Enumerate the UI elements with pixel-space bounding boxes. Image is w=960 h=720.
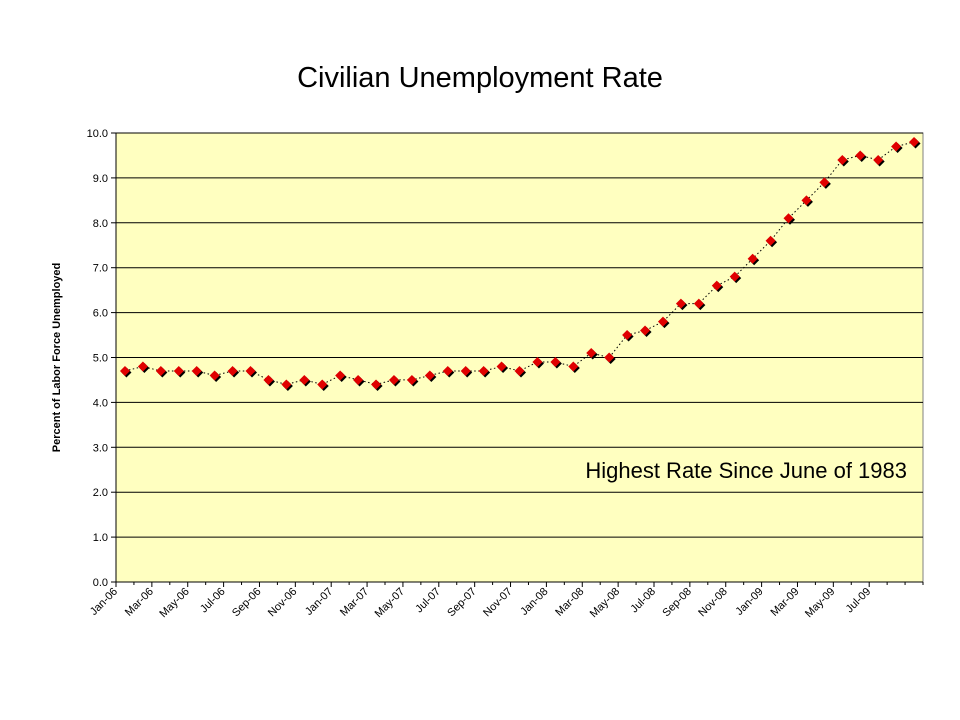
x-tick-label: Mar-07 bbox=[338, 586, 371, 619]
x-tick-label: Jul-07 bbox=[413, 586, 443, 616]
data-point bbox=[568, 361, 580, 373]
data-point bbox=[155, 365, 168, 378]
y-tick-label: 8.0 bbox=[93, 218, 108, 230]
data-point bbox=[550, 356, 562, 369]
data-point bbox=[891, 141, 903, 153]
data-point bbox=[729, 271, 742, 284]
x-tick-label: Nov-08 bbox=[696, 586, 730, 620]
y-tick-label: 0.0 bbox=[93, 577, 108, 589]
data-point bbox=[209, 370, 222, 382]
x-tick-label: May-09 bbox=[803, 586, 837, 620]
data-point bbox=[191, 365, 204, 378]
x-tick-label: Jan-08 bbox=[518, 586, 550, 618]
data-point bbox=[442, 365, 455, 378]
y-tick-label: 6.0 bbox=[93, 308, 108, 320]
y-tick-label: 9.0 bbox=[93, 173, 108, 185]
x-tick-label: May-08 bbox=[588, 586, 622, 620]
data-point bbox=[657, 316, 670, 329]
x-tick-label: Nov-06 bbox=[266, 586, 300, 620]
data-point bbox=[388, 374, 401, 387]
data-point bbox=[137, 361, 150, 373]
x-tick-label: Sep-06 bbox=[230, 586, 264, 620]
x-tick-label: Sep-07 bbox=[445, 586, 479, 620]
data-point bbox=[693, 298, 706, 311]
data-point bbox=[496, 361, 509, 373]
x-tick-label: Jul-06 bbox=[198, 586, 228, 616]
data-point bbox=[819, 177, 831, 189]
data-point bbox=[119, 365, 132, 378]
data-point bbox=[532, 356, 544, 369]
data-point bbox=[909, 136, 921, 149]
data-point bbox=[245, 365, 257, 378]
data-point bbox=[460, 365, 473, 378]
chart-title: Civilian Unemployment Rate bbox=[297, 62, 663, 94]
x-tick-label: Jul-08 bbox=[628, 586, 658, 616]
x-tick-labels: Jan-06 Mar-06 May-06 Jul-06 Sep-06 Nov-06 Jan-… bbox=[88, 586, 873, 620]
y-tick-label: 1.0 bbox=[93, 532, 108, 544]
data-point bbox=[604, 352, 616, 364]
data-point bbox=[783, 213, 795, 225]
data-point bbox=[173, 365, 186, 378]
data-point bbox=[586, 348, 598, 360]
y-tick-label: 5.0 bbox=[93, 353, 108, 365]
x-tick-label: Mar-09 bbox=[768, 586, 801, 619]
data-point bbox=[855, 150, 867, 162]
data-point bbox=[353, 374, 365, 387]
x-tick-label: Sep-08 bbox=[660, 586, 694, 620]
data-point bbox=[640, 325, 652, 338]
x-tick-label: Jan-07 bbox=[303, 586, 335, 618]
data-point bbox=[675, 298, 688, 311]
x-tick-label: May-07 bbox=[373, 586, 407, 620]
data-point bbox=[371, 379, 383, 391]
y-axis-label: Percent of Labor Force Unemployed bbox=[51, 263, 63, 452]
data-point bbox=[514, 365, 526, 378]
data-point bbox=[227, 365, 240, 378]
data-point bbox=[263, 374, 275, 387]
data-point bbox=[299, 374, 311, 387]
y-tick-label: 3.0 bbox=[93, 442, 108, 454]
data-point bbox=[801, 195, 813, 207]
data-point bbox=[281, 379, 293, 391]
x-tick-label: Jan-06 bbox=[88, 586, 120, 618]
data-point bbox=[406, 374, 419, 387]
gridlines bbox=[116, 132, 923, 538]
x-tick-label: Jan-09 bbox=[733, 586, 765, 618]
data-point bbox=[711, 280, 724, 293]
data-point bbox=[622, 330, 634, 342]
data-point bbox=[873, 154, 885, 167]
x-tick-label: May-06 bbox=[157, 586, 191, 620]
data-point bbox=[747, 253, 760, 266]
data-point bbox=[335, 370, 347, 382]
y-tick-label: 7.0 bbox=[93, 263, 108, 275]
y-tick-labels: 0.0 1.0 2.0 3.0 4.0 5.0 6.0 7.0 8.0 9.0 10.0 bbox=[87, 128, 108, 589]
data-point bbox=[424, 370, 437, 382]
x-tick-label: Jul-09 bbox=[844, 586, 874, 616]
x-tick-label: Mar-06 bbox=[123, 586, 156, 619]
data-point bbox=[317, 379, 329, 391]
data-point bbox=[765, 235, 778, 248]
chart-annotation: Highest Rate Since June of 1983 bbox=[585, 458, 907, 483]
axes bbox=[111, 132, 924, 587]
y-tick-label: 10.0 bbox=[87, 128, 108, 140]
data-point bbox=[837, 154, 849, 167]
x-tick-label: Mar-08 bbox=[553, 586, 586, 619]
x-tick-label: Nov-07 bbox=[481, 586, 515, 620]
y-tick-label: 2.0 bbox=[93, 487, 108, 499]
data-point bbox=[478, 365, 491, 378]
data-markers bbox=[119, 136, 921, 391]
y-tick-label: 4.0 bbox=[93, 397, 108, 409]
